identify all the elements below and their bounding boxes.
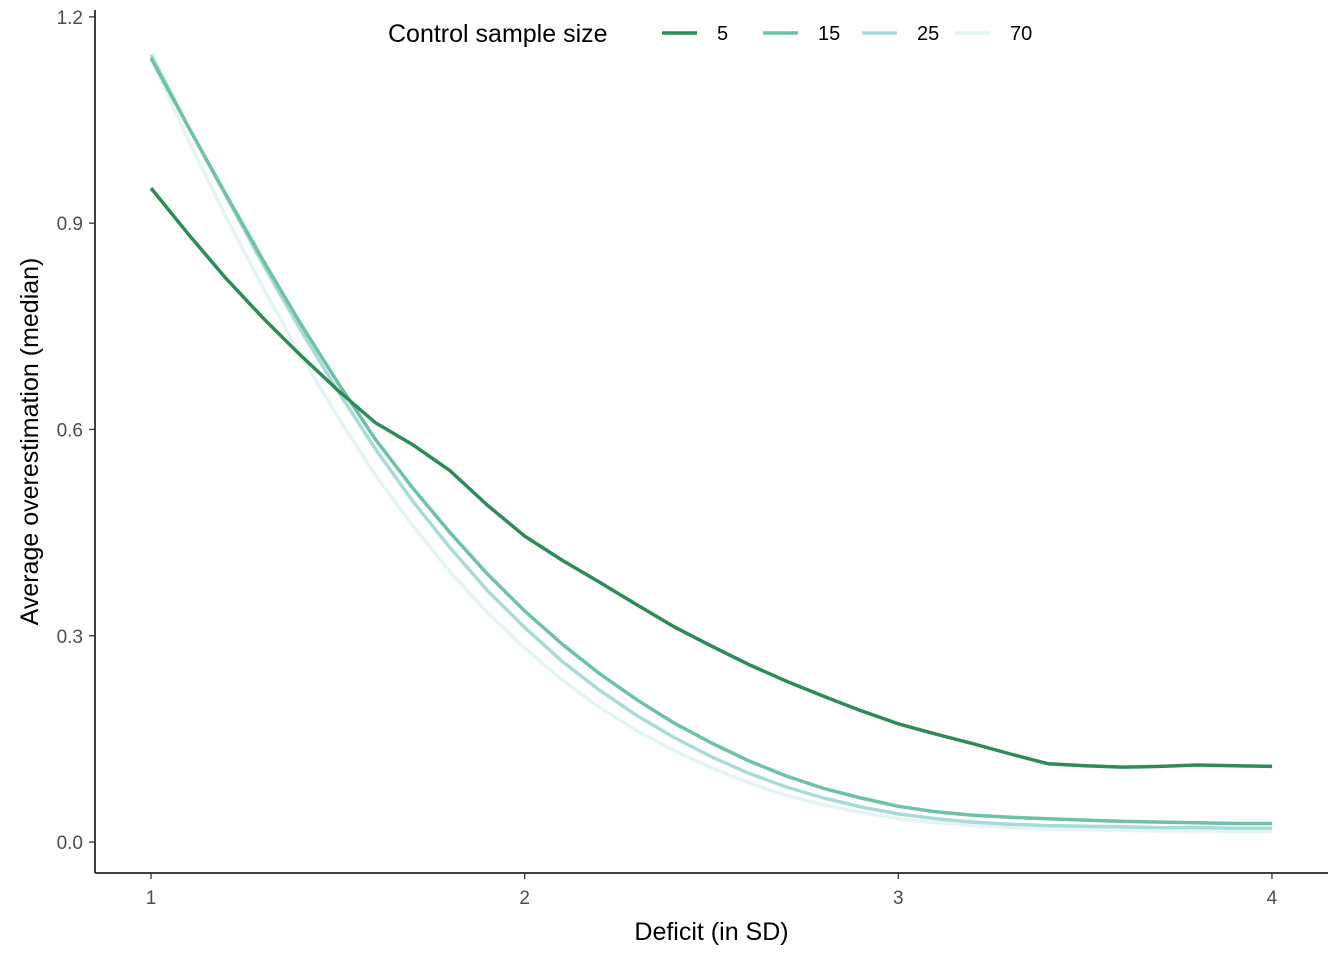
- series-line-25: [149, 53, 1272, 831]
- y-tick-label: 0.0: [57, 833, 83, 854]
- x-tick-label: 4: [1267, 888, 1278, 909]
- series-line-5: [149, 186, 1273, 769]
- axes: [94, 10, 1328, 874]
- x-tick-label: 3: [893, 888, 904, 909]
- legend-label-5: 5: [717, 23, 728, 45]
- y-axis-title: Average overestimation (median): [16, 258, 44, 626]
- series-line-70: [149, 57, 1272, 834]
- x-tick-label: 1: [146, 888, 157, 909]
- series-line-15: [149, 57, 1272, 826]
- x-axis-title: Deficit (in SD): [634, 918, 788, 946]
- legend-label-15: 15: [818, 23, 840, 45]
- legend: Control sample size 5 15 25 70: [388, 20, 1032, 48]
- legend-label-25: 25: [917, 23, 939, 45]
- y-tick-label: 0.6: [57, 420, 83, 441]
- ticks: 1 2 3 4 0.0 0.3 0.6 0.9 1.2: [57, 8, 1278, 909]
- y-tick-label: 0.9: [57, 214, 83, 235]
- y-tick-label: 1.2: [57, 8, 83, 29]
- legend-label-70: 70: [1010, 23, 1032, 45]
- legend-title: Control sample size: [388, 20, 608, 48]
- series-lines: [149, 53, 1273, 834]
- x-tick-label: 2: [519, 888, 530, 909]
- y-tick-label: 0.3: [57, 627, 83, 648]
